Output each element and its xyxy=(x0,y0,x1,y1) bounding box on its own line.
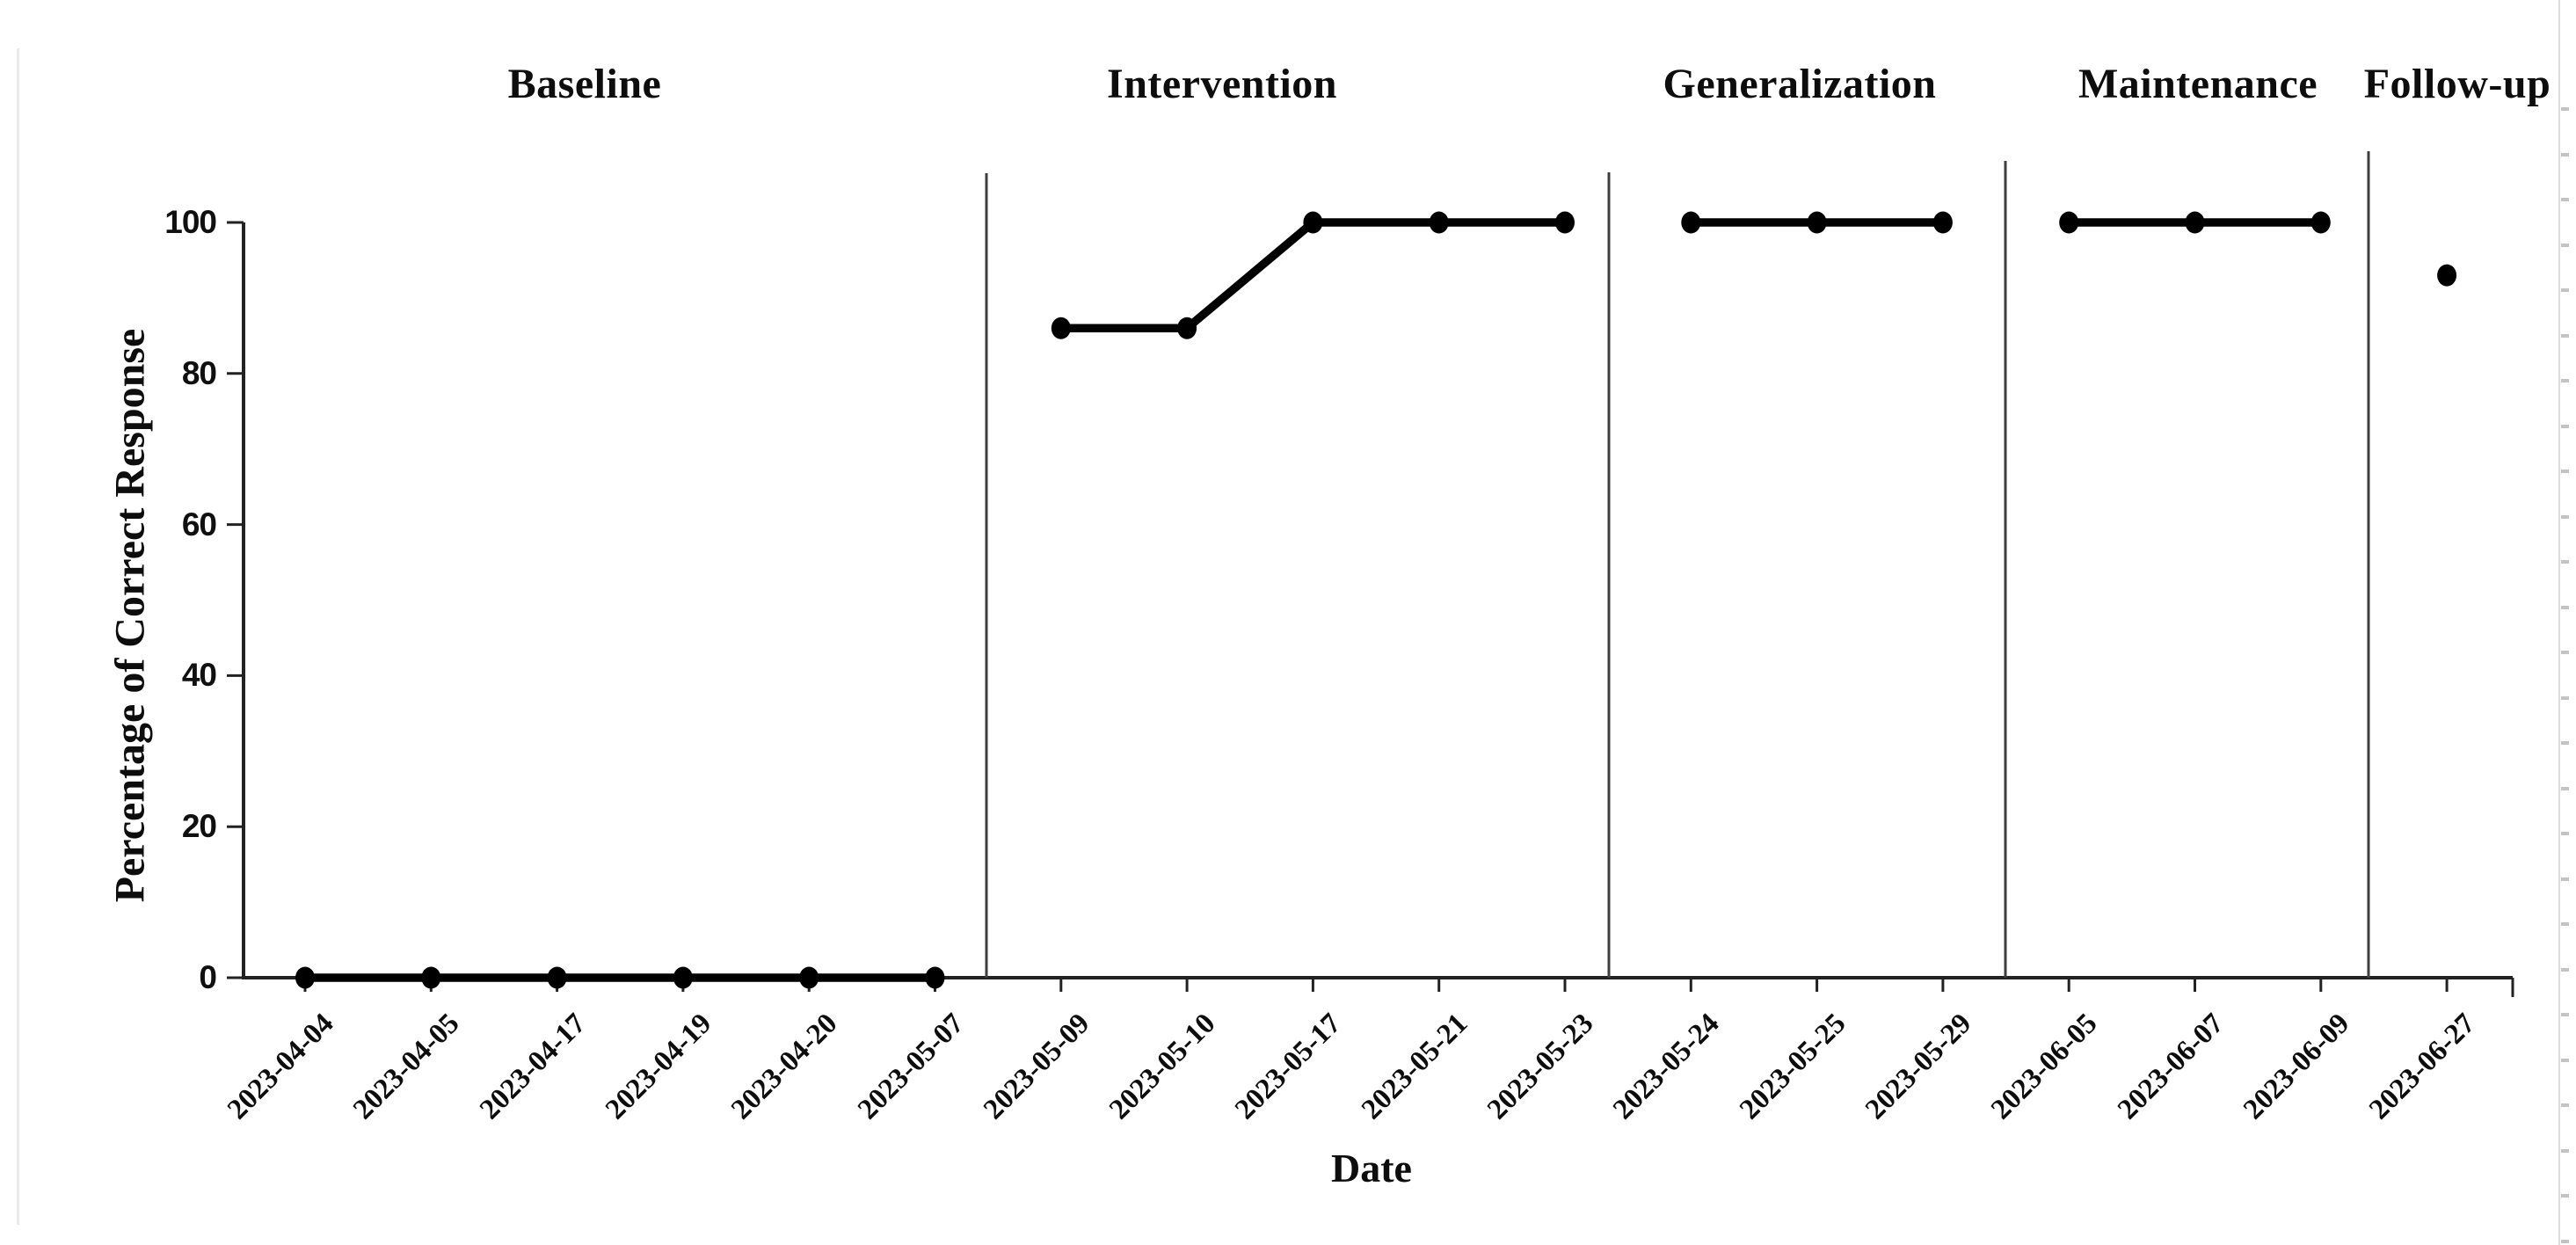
data-point xyxy=(1807,211,1827,234)
ruler-dash xyxy=(2561,470,2569,473)
data-point xyxy=(1555,211,1575,234)
y-tick-label: 20 xyxy=(181,808,217,845)
page-right-border xyxy=(2558,0,2560,1245)
ruler-dash xyxy=(2561,515,2569,519)
ruler-dash xyxy=(2561,379,2569,382)
data-point xyxy=(2437,264,2457,287)
data-point xyxy=(1303,211,1323,234)
data-point xyxy=(1681,211,1701,234)
data-point xyxy=(421,966,441,989)
data-point xyxy=(1932,211,1953,234)
y-tick-label: 80 xyxy=(181,354,217,391)
data-point xyxy=(1051,317,1071,339)
ruler-dash xyxy=(2561,560,2569,564)
ruler-dash xyxy=(2561,198,2569,201)
ruler-dash xyxy=(2561,1103,2569,1107)
x-axis-title: Date xyxy=(1331,1146,1412,1190)
phase-label-maintenance: Maintenance xyxy=(2078,61,2318,107)
y-tick-label: 40 xyxy=(181,657,217,694)
ruler-dash xyxy=(2561,1240,2569,1243)
ruler-dash xyxy=(2561,334,2569,338)
data-point xyxy=(799,966,819,989)
phase-label-baseline: Baseline xyxy=(507,61,662,107)
ruler-dash xyxy=(2561,877,2569,881)
ruler-dash xyxy=(2561,832,2569,835)
ruler-dash xyxy=(2561,1059,2569,1062)
ruler-dash xyxy=(2561,651,2569,654)
data-point xyxy=(2310,211,2331,234)
data-point xyxy=(673,966,693,989)
phase-label-follow-up: Follow-up xyxy=(2363,61,2551,107)
data-point xyxy=(547,966,567,989)
phase-label-intervention: Intervention xyxy=(1107,61,1337,107)
y-axis-title: Percentage of Correct Response xyxy=(106,328,154,903)
ruler-dash xyxy=(2561,107,2569,111)
y-tick-label: 100 xyxy=(164,204,217,240)
data-point xyxy=(1429,211,1449,234)
data-point xyxy=(2059,211,2079,234)
y-tick-label: 0 xyxy=(199,959,217,995)
data-point xyxy=(2185,211,2205,234)
ruler-dash xyxy=(2561,153,2569,157)
ruler-dash xyxy=(2561,606,2569,609)
ruler-dash xyxy=(2561,1013,2569,1016)
ruler-dash xyxy=(2561,244,2569,247)
ruler-dash xyxy=(2561,1149,2569,1153)
data-point xyxy=(1177,317,1197,339)
data-series-segment xyxy=(1057,218,1569,333)
ruler-dash xyxy=(2561,288,2569,292)
ruler-dash xyxy=(2561,968,2569,972)
data-point xyxy=(295,966,315,989)
page-left-border xyxy=(17,48,19,1225)
ruler-dash xyxy=(2561,425,2569,428)
data-point xyxy=(925,966,945,989)
ruler-dash xyxy=(2561,1194,2569,1198)
ruler-dash xyxy=(2561,741,2569,745)
ruler-dash xyxy=(2561,787,2569,790)
y-tick-label: 60 xyxy=(181,506,217,542)
ruler-dash xyxy=(2561,696,2569,700)
ruler-dash xyxy=(2561,922,2569,926)
phase-label-generalization: Generalization xyxy=(1663,61,1937,107)
